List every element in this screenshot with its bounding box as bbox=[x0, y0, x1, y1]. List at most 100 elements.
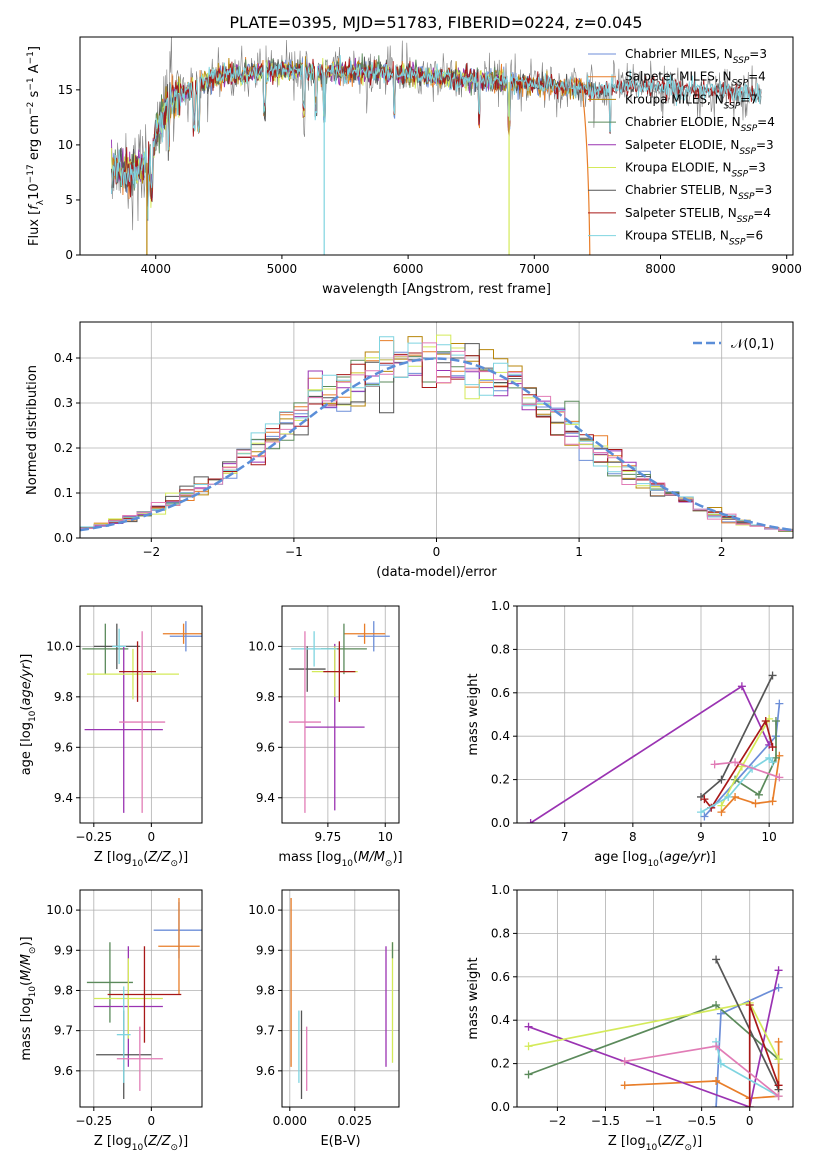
error-bar-point bbox=[86, 942, 133, 1023]
y-tick-label: 10 bbox=[58, 138, 73, 152]
x-axis-label: age [log10(age/yr)] bbox=[594, 850, 716, 869]
x-tick-label: 1 bbox=[575, 545, 583, 559]
weight-series bbox=[697, 671, 777, 801]
weight-marker bbox=[774, 983, 783, 992]
weight-marker bbox=[716, 1059, 725, 1068]
x-tick-label: 10 bbox=[378, 830, 393, 844]
y-tick-label: 0.4 bbox=[54, 351, 73, 365]
weight_vs_age-plot-area bbox=[526, 671, 784, 823]
legend-label: 𝒩(0,1) bbox=[731, 337, 774, 352]
weight-series bbox=[717, 714, 774, 810]
mass_vs_Z-frame bbox=[79, 889, 203, 1108]
weight-marker bbox=[768, 797, 777, 806]
weight-marker bbox=[710, 760, 719, 769]
weight-marker bbox=[620, 1081, 629, 1090]
x-tick-label: 0.000 bbox=[273, 1114, 307, 1128]
age_vs_Z-panel: −0.25 0 9.4 9.6 9.8 10.0 Z [log10(Z/Z⊙)] age [l… bbox=[19, 605, 203, 869]
weight-marker bbox=[768, 743, 777, 752]
y-tick-label: 0.2 bbox=[491, 1057, 510, 1071]
x-tick-label: 4000 bbox=[140, 262, 171, 276]
error-bar-point bbox=[116, 1026, 163, 1091]
weight-marker bbox=[768, 758, 777, 767]
weight-marker bbox=[700, 812, 709, 821]
weight-marker bbox=[712, 1103, 721, 1107]
x-tick-label: 10 bbox=[762, 830, 777, 844]
x-tick-label: 8000 bbox=[645, 262, 676, 276]
error-bar-point bbox=[112, 628, 127, 665]
y-axis-label: Normed distribution bbox=[25, 365, 40, 495]
x-axis-label: Z [log10(Z/Z⊙)] bbox=[94, 1134, 188, 1153]
weight-marker bbox=[712, 955, 721, 964]
error-bar-point bbox=[291, 631, 338, 667]
mass_vs_EBV-frame bbox=[281, 889, 400, 1108]
x-tick-label: 8 bbox=[629, 830, 637, 844]
y-tick-label: 0.8 bbox=[491, 926, 510, 940]
observed-spectrum bbox=[111, 37, 762, 231]
x-axis-label: (data-model)/error bbox=[376, 565, 497, 580]
x-tick-label: −2 bbox=[142, 545, 160, 559]
spectrum-legend: Chabrier MILES, NSSP=3 Salpeter MILES, NS… bbox=[588, 47, 775, 248]
weight-marker bbox=[524, 1022, 533, 1031]
y-tick-label: 9.6 bbox=[256, 740, 275, 754]
y-tick-label: 0.0 bbox=[54, 531, 73, 545]
weight-marker bbox=[771, 717, 780, 726]
model-spectrum bbox=[111, 55, 762, 221]
weight-marker bbox=[775, 773, 784, 782]
mass_vs_EBV-panel: 0.000 0.025 9.6 9.7 9.8 9.9 10.0 E(B-V) bbox=[248, 889, 400, 1149]
spectrum-plot-area bbox=[111, 37, 762, 255]
mass_vs_Z-panel: −0.25 0 9.6 9.7 9.8 9.9 10.0 Z [log10(Z/Z⊙)] mas… bbox=[19, 889, 203, 1153]
x-tick-label: −0.25 bbox=[75, 830, 112, 844]
x-tick-label: 0 bbox=[746, 1114, 754, 1128]
weight-marker bbox=[754, 790, 763, 799]
error-bar-point bbox=[93, 958, 163, 1039]
y-tick-label: 0.4 bbox=[491, 729, 510, 743]
y-tick-label: 1.0 bbox=[491, 599, 510, 613]
weight-marker bbox=[712, 1042, 721, 1051]
age_vs_mass-panel: 9.75 10 9.4 9.6 9.8 10.0 mass [log10(M/M⊙)] bbox=[248, 605, 403, 869]
legend-label: Chabrier MILES, NSSP=3 bbox=[625, 47, 767, 66]
weight-marker bbox=[712, 1076, 721, 1085]
y-tick-label: 0.1 bbox=[54, 486, 73, 500]
weight-marker bbox=[774, 1092, 783, 1101]
x-axis-label: Z [log10(Z/Z⊙)] bbox=[94, 850, 188, 869]
x-tick-label: 0 bbox=[433, 545, 441, 559]
age_vs_Z-plot-area bbox=[82, 621, 202, 813]
y-tick-label: 5 bbox=[65, 193, 73, 207]
legend-label: Salpeter STELIB, NSSP=4 bbox=[625, 206, 771, 225]
y-axis-label: mass weight bbox=[466, 957, 481, 1039]
weight-marker bbox=[700, 795, 709, 804]
legend-label: Kroupa ELODIE, NSSP=3 bbox=[625, 161, 766, 180]
error-bar-point bbox=[169, 621, 202, 652]
error-bar-point bbox=[86, 648, 179, 700]
x-tick-label: 7000 bbox=[519, 262, 550, 276]
y-tick-label: 9.4 bbox=[54, 791, 73, 805]
weight_vs_Z-plot-area bbox=[524, 955, 783, 1107]
legend-label: Kroupa MILES, NSSP=7 bbox=[625, 92, 758, 111]
weight-marker bbox=[745, 1001, 754, 1010]
weight-series bbox=[620, 1042, 783, 1101]
weight-marker bbox=[724, 792, 733, 801]
y-tick-label: 0.4 bbox=[491, 1013, 510, 1027]
x-tick-label: 7 bbox=[561, 830, 569, 844]
x-axis-label: Z [log10(Z/Z⊙)] bbox=[608, 1134, 702, 1153]
legend-label: Salpeter MILES, NSSP=4 bbox=[625, 70, 766, 89]
y-tick-label: 9.6 bbox=[54, 740, 73, 754]
error-bar-point bbox=[323, 641, 356, 702]
y-tick-label: 0.3 bbox=[54, 396, 73, 410]
weight-marker bbox=[751, 799, 760, 808]
weight-series bbox=[717, 751, 784, 817]
y-tick-label: 0.0 bbox=[491, 1100, 510, 1114]
legend-label: Chabrier ELODIE, NSSP=4 bbox=[625, 115, 775, 134]
y-tick-label: 9.9 bbox=[54, 943, 73, 957]
error-bar-point bbox=[107, 946, 182, 1043]
figure-title: PLATE=0395, MJD=51783, FIBERID=0224, z=0… bbox=[229, 13, 642, 32]
y-tick-label: 10.0 bbox=[248, 639, 275, 653]
y-tick-label: 0.2 bbox=[54, 441, 73, 455]
age_vs_Z-frame bbox=[79, 605, 203, 824]
weight-marker bbox=[745, 1103, 754, 1107]
legend-label: Chabrier STELIB, NSSP=3 bbox=[625, 183, 772, 202]
residuals-panel: −2 −1 0 1 2 0.0 0.1 0.2 0.3 0.4 𝒩(0,1) (data-model)… bbox=[25, 321, 794, 580]
error-bar-point bbox=[116, 986, 131, 1083]
y-tick-label: 0.2 bbox=[491, 773, 510, 787]
